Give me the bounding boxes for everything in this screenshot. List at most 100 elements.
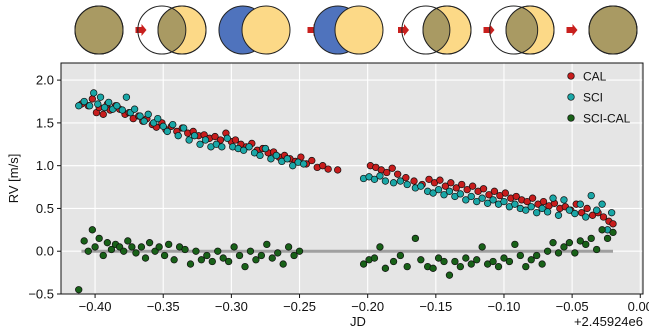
- point-sci: [571, 209, 579, 218]
- arrow-icon: [398, 24, 409, 36]
- planet-overlap-shape: [589, 6, 637, 54]
- point-cal: [402, 173, 410, 182]
- point-sci-cal: [214, 247, 222, 255]
- point-sci-cal: [500, 254, 508, 262]
- x-offset-text: +2.45924e6: [574, 314, 643, 329]
- x-tick-label: 0.00: [628, 299, 649, 314]
- point-cal: [388, 164, 396, 172]
- point-sci-cal: [181, 245, 189, 254]
- x-tick-label: −0.35: [147, 299, 180, 314]
- point-sci-cal: [80, 237, 88, 245]
- point-sci-cal: [99, 251, 107, 260]
- x-tick-label: −0.25: [283, 299, 316, 314]
- point-sci-cal: [560, 243, 568, 251]
- point-cal: [99, 110, 107, 118]
- point-sci: [283, 155, 291, 163]
- point-sci: [218, 143, 226, 151]
- point-sci-cal: [359, 260, 368, 268]
- point-sci: [180, 124, 188, 132]
- point-sci-cal: [456, 262, 465, 271]
- point-sci-cal: [241, 262, 249, 271]
- point-cal: [528, 194, 537, 202]
- planet-overlap-shape: [75, 6, 123, 54]
- point-sci-cal: [489, 257, 497, 266]
- point-sci-cal: [274, 249, 282, 257]
- point-sci-cal: [451, 257, 459, 266]
- point-sci: [130, 105, 139, 113]
- point-sci: [118, 106, 126, 114]
- phase-step-5: [401, 5, 472, 55]
- point-sci: [100, 103, 109, 112]
- point-sci-cal: [279, 260, 287, 268]
- point-sci-cal: [381, 264, 390, 272]
- point-sci: [75, 102, 83, 110]
- arrow-shape: [566, 24, 578, 36]
- point-sci-cal: [417, 256, 425, 264]
- plot-frame: [60, 62, 644, 295]
- point-sci: [593, 206, 601, 214]
- point-cal: [324, 165, 332, 173]
- star-outline-shape: [588, 5, 638, 55]
- star-outline-shape: [157, 5, 207, 55]
- point-sci: [538, 204, 546, 213]
- point-cal: [436, 176, 444, 184]
- point-sci: [511, 200, 519, 208]
- point-sci-cal: [120, 247, 128, 255]
- point-sci: [261, 144, 270, 153]
- point-sci: [429, 189, 437, 197]
- point-sci: [554, 211, 563, 219]
- star-outline-shape: [74, 5, 124, 55]
- point-sci: [80, 97, 88, 106]
- point-sci-cal: [224, 257, 233, 266]
- series-sci-cal: [75, 226, 617, 294]
- point-sci-cal: [549, 239, 557, 247]
- point-sci: [370, 175, 379, 184]
- point-sci: [85, 102, 94, 110]
- point-sci: [196, 140, 204, 148]
- x-tick-label: −0.30: [215, 299, 248, 314]
- point-sci-cal: [478, 243, 486, 251]
- planet-outline-shape: [401, 5, 451, 55]
- point-sci-cal: [268, 254, 276, 262]
- point-sci-cal: [434, 254, 443, 262]
- point-cal: [383, 168, 391, 177]
- legend-item-cal: CAL: [567, 70, 607, 84]
- point-sci: [136, 112, 144, 120]
- planet-overlap-shape: [506, 6, 538, 54]
- star-outline-shape: [422, 5, 472, 55]
- x-axis-label: JD: [350, 314, 366, 329]
- star-outline-shape: [505, 5, 555, 55]
- point-sci-cal: [511, 240, 519, 249]
- point-sci-cal: [203, 251, 211, 260]
- point-sci-cal: [473, 256, 481, 264]
- star-shape: [334, 5, 384, 55]
- point-sci: [169, 120, 177, 129]
- point-sci-cal: [219, 254, 227, 262]
- point-sci: [396, 177, 405, 185]
- point-cal: [308, 156, 316, 165]
- y-tick-label: 0.5: [36, 201, 54, 216]
- point-sci: [105, 98, 113, 107]
- point-sci-cal: [603, 234, 612, 243]
- legend-marker: [567, 93, 575, 101]
- point-sci-cal: [252, 256, 260, 264]
- point-sci-cal: [124, 237, 132, 245]
- planet-overlap-shape: [423, 6, 450, 54]
- plot-area: [61, 63, 643, 294]
- point-cal: [463, 185, 471, 194]
- point-sci-cal: [170, 256, 178, 264]
- point-sci: [144, 110, 152, 118]
- phase-step-6: [489, 5, 555, 55]
- legend-label: CAL: [583, 70, 607, 84]
- legend: CAL SCI SCI-CAL: [567, 70, 631, 126]
- point-cal: [583, 204, 591, 213]
- point-cal: [319, 162, 327, 170]
- y-tick-label: 1.5: [36, 115, 54, 130]
- axis-ticks: −0.40 −0.35 −0.30 −0.25 −0.20 −0.15 −0.10 −0.05…: [28, 73, 649, 314]
- phase-step-4: [313, 5, 384, 55]
- y-tick-label: 1.0: [36, 158, 54, 173]
- point-sci-cal: [598, 226, 606, 234]
- point-cal: [425, 175, 433, 184]
- phase-step-3: [218, 5, 291, 55]
